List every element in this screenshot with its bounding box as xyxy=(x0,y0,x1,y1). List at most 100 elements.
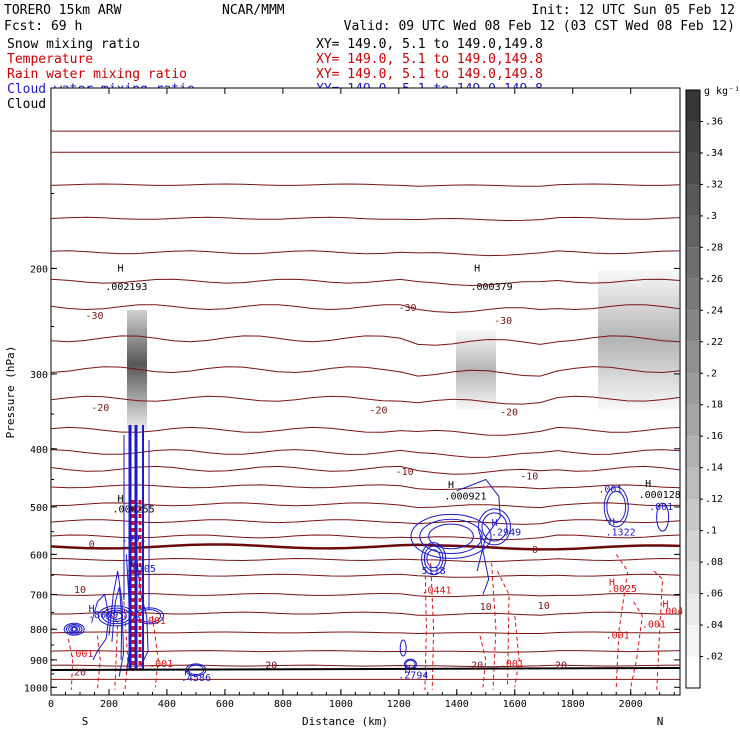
x-axis-label: Distance (km) xyxy=(302,715,388,728)
colorbar-bin xyxy=(686,215,700,248)
temperature-contour xyxy=(51,534,680,541)
axes: 0 200 400 600 800 1000 1200 1400 1600 1800 2000200… xyxy=(24,88,680,710)
field-extremum-label: .0441 xyxy=(421,586,451,597)
temperature-contour-label: -20 xyxy=(370,405,388,416)
colorbar-tick-label: .06 xyxy=(705,589,723,600)
legend-xy: XY= 149.0, 5.1 to 149.0,149.8 xyxy=(316,37,543,52)
field-extremum-label: H xyxy=(448,480,454,491)
colorbar-tick-label: .12 xyxy=(705,494,723,505)
field-extremum-label: H xyxy=(645,479,651,490)
colorbar-bin xyxy=(686,184,700,216)
cloud-water-contour xyxy=(477,508,511,546)
rain-contour xyxy=(630,601,643,688)
temperature-contour xyxy=(51,650,680,653)
rain-contour xyxy=(491,562,497,690)
temperature-contour-label: 20 xyxy=(74,668,86,679)
colorbar-tick-label: .2 xyxy=(705,368,717,379)
rain-contour xyxy=(479,635,487,688)
field-extremum-label: H xyxy=(184,668,190,679)
temperature-contour-label: -20 xyxy=(91,403,109,414)
colorbar-bin xyxy=(686,562,700,594)
temperature-contour xyxy=(51,449,680,458)
valid-time: Valid: 09 UTC Wed 08 Feb 12 (03 CST Wed … xyxy=(344,19,735,34)
field-extremum-label: .001 xyxy=(69,649,93,660)
colorbar-bin xyxy=(686,121,700,153)
colorbar-tick-label: .18 xyxy=(705,400,723,411)
cloud-water-contour xyxy=(479,536,490,595)
colorbar-bin xyxy=(686,530,700,563)
colorbar-bin xyxy=(686,278,700,311)
colorbar-bin xyxy=(686,656,700,688)
rain-contour xyxy=(105,608,119,690)
y-tick-label: 700 xyxy=(30,590,48,601)
cloud-water-contour xyxy=(656,502,670,532)
temperature-contour xyxy=(51,631,680,635)
legend-xy: XY= 149.0, 5.1 to 149.0,149.8 xyxy=(316,67,543,82)
cloud-water-contour xyxy=(603,486,629,528)
plot-area xyxy=(51,130,680,690)
colorbar-tick-label: .04 xyxy=(705,620,723,631)
field-extremum-label: .001 xyxy=(606,631,630,642)
colorbar-bin xyxy=(686,593,700,626)
temperature-contour-label: 20 xyxy=(471,661,483,672)
field-extremum-label: H xyxy=(609,577,615,588)
cloud-water-contour xyxy=(428,523,474,550)
colorbar-tick-label: .14 xyxy=(705,463,723,474)
field-extremum-label: .001 xyxy=(598,485,622,496)
field-extremum-label: .1322 xyxy=(606,528,636,539)
y-axis-label: Pressure (hPa) xyxy=(4,346,17,439)
field-extremum-label: .001 xyxy=(149,659,173,670)
field-extremum-label: .8069 xyxy=(88,610,118,621)
y-tick-label: 800 xyxy=(30,625,48,636)
temperature-contour-label: 20 xyxy=(265,661,277,672)
x-tick-label: 1600 xyxy=(503,699,527,710)
x-tick-label: 800 xyxy=(274,699,292,710)
cloud-water-contour xyxy=(419,518,483,555)
cloud-water-contour xyxy=(423,545,444,572)
legend-xy: XY= 149.0, 5.1 to 149.0,149.8 xyxy=(316,52,543,67)
y-tick-label: 200 xyxy=(30,264,48,275)
cloud-water-contour xyxy=(68,625,81,634)
x-tick-label: 2000 xyxy=(619,699,643,710)
temperature-contour xyxy=(51,502,680,509)
field-extremum-label: .000128 xyxy=(639,490,681,501)
field-extremum-label: .004 xyxy=(659,607,683,618)
model-name: TORERO 15km ARW xyxy=(4,3,122,18)
x-endpoint-left: S xyxy=(82,715,89,728)
colorbar-bin xyxy=(686,247,700,279)
field-extremum-label: H xyxy=(609,517,615,528)
rain-contour xyxy=(653,570,664,690)
freezing-level-contour xyxy=(51,543,680,551)
legend-field: Snow mixing ratio xyxy=(7,37,140,52)
colorbar-frame xyxy=(685,89,701,689)
cloud-water-contour xyxy=(456,478,501,572)
colorbar-bin xyxy=(686,404,700,437)
cloud-water-contour xyxy=(105,609,127,622)
rain-contour xyxy=(496,570,510,688)
y-tick-label: 600 xyxy=(30,550,48,561)
field-extremum-label: .000379 xyxy=(471,282,513,293)
cloud-water-contour xyxy=(71,626,77,632)
field-extremum-label: .002193 xyxy=(105,282,147,293)
y-tick-label: 900 xyxy=(30,656,48,667)
y-tick-label: 400 xyxy=(30,445,48,456)
temperature-contour-label: -10 xyxy=(396,467,414,478)
field-extremum-label: .000255 xyxy=(113,504,155,515)
cloud-water-contour xyxy=(606,490,627,523)
field-extremum-label: H xyxy=(474,263,480,274)
snow-shade xyxy=(598,270,680,410)
field-extremum-label: .4586 xyxy=(181,673,211,684)
init-time: Init: 12 UTC Sun 05 Feb 12 xyxy=(532,3,736,18)
colorbar-tick-label: .36 xyxy=(705,116,723,127)
colorbar-tick-label: .1 xyxy=(705,526,717,537)
cloud-water-contour xyxy=(91,593,110,661)
rain-contour xyxy=(514,615,520,688)
colorbar-bin xyxy=(686,436,700,468)
colorbar-tick-label: .08 xyxy=(705,557,723,568)
field-extremum-label: .001 xyxy=(122,534,146,545)
temperature-contour-label: -30 xyxy=(398,303,416,314)
colorbar-tick-label: .32 xyxy=(705,179,723,190)
temperature-contour xyxy=(51,664,680,668)
colorbar-tick-label: .28 xyxy=(705,242,723,253)
